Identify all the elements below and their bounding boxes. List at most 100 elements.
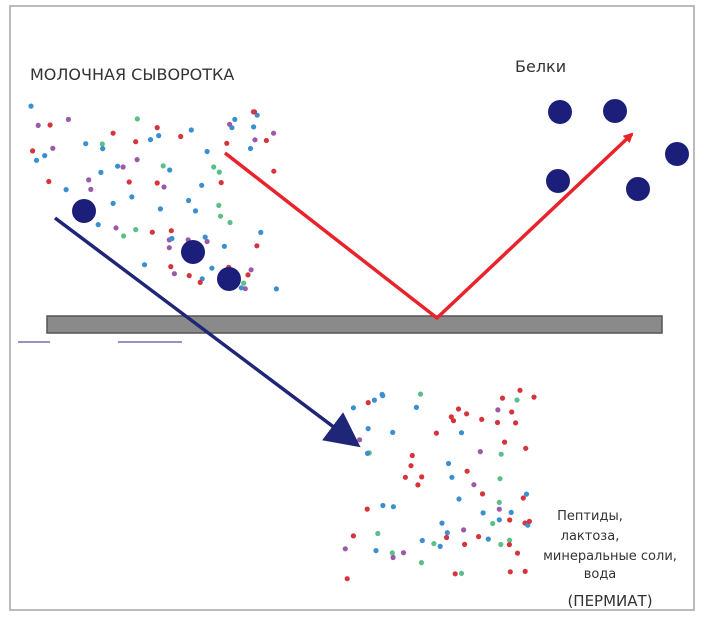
particle — [419, 474, 424, 479]
particle — [507, 517, 512, 522]
particle — [48, 122, 53, 127]
particle — [365, 451, 370, 456]
protein — [665, 142, 689, 166]
particle — [462, 542, 467, 547]
particle — [345, 576, 350, 581]
particle — [161, 184, 166, 189]
protein — [72, 199, 96, 223]
particle — [167, 245, 172, 250]
particle — [343, 546, 348, 551]
particle — [507, 542, 512, 547]
particle — [129, 194, 134, 199]
particle — [497, 507, 502, 512]
particle — [36, 123, 41, 128]
particle — [373, 548, 378, 553]
particle — [100, 146, 105, 151]
protein — [626, 177, 650, 201]
membrane — [47, 316, 662, 333]
particle — [438, 544, 443, 549]
particle — [380, 503, 385, 508]
particle — [459, 571, 464, 576]
diagram: МОЛОЧНАЯ СЫВОРОТКА Белки Пептиды, лактоз… — [0, 0, 705, 619]
particle — [514, 397, 519, 402]
particle — [420, 538, 425, 543]
particle — [249, 267, 254, 272]
particle — [50, 146, 55, 151]
particle — [252, 109, 257, 114]
protein — [181, 240, 205, 264]
particle — [135, 116, 140, 121]
particle — [391, 504, 396, 509]
particle — [271, 131, 276, 136]
particle — [251, 124, 256, 129]
particle — [155, 125, 160, 130]
particle — [30, 148, 35, 153]
particle — [169, 228, 174, 233]
particle — [480, 491, 485, 496]
particle — [523, 446, 528, 451]
particle — [366, 400, 371, 405]
particle — [434, 431, 439, 436]
particle — [497, 476, 502, 481]
particle — [193, 208, 198, 213]
particle — [86, 177, 91, 182]
particle — [100, 141, 105, 146]
particle — [499, 452, 504, 457]
particle — [96, 222, 101, 227]
particle — [495, 407, 500, 412]
particle — [478, 449, 483, 454]
particle — [390, 430, 395, 435]
particle — [517, 388, 522, 393]
particle — [216, 203, 221, 208]
particle — [453, 571, 458, 576]
particle — [168, 264, 173, 269]
particle — [375, 531, 380, 536]
particle — [239, 285, 244, 290]
proteins — [72, 99, 689, 291]
particle — [351, 405, 356, 410]
particle — [366, 426, 371, 431]
particle — [264, 138, 269, 143]
particle — [274, 286, 279, 291]
particle — [498, 542, 503, 547]
particle — [380, 392, 385, 397]
particle — [111, 131, 116, 136]
particles — [28, 104, 536, 582]
particle — [64, 187, 69, 192]
permeate-content: Пептиды, — [557, 509, 623, 524]
particle — [509, 409, 514, 414]
particle — [142, 262, 147, 267]
particle — [133, 227, 138, 232]
particle — [464, 411, 469, 416]
particle — [222, 244, 227, 249]
particle — [167, 167, 172, 172]
particle — [508, 569, 513, 574]
particle — [418, 392, 423, 397]
particle — [34, 158, 39, 163]
particle — [445, 530, 450, 535]
particle — [245, 272, 250, 277]
particle — [199, 183, 204, 188]
particle — [271, 169, 276, 174]
particle — [121, 233, 126, 238]
particle — [156, 133, 161, 138]
particle — [476, 534, 481, 539]
particle — [456, 496, 461, 501]
particle — [227, 122, 232, 127]
particle — [390, 550, 395, 555]
particle — [500, 396, 505, 401]
particle — [461, 527, 466, 532]
particle — [431, 541, 436, 546]
particle — [66, 117, 71, 122]
particle — [88, 187, 93, 192]
particle — [148, 137, 153, 142]
particle — [465, 469, 470, 474]
particle — [415, 482, 420, 487]
particle — [178, 134, 183, 139]
particle — [218, 214, 223, 219]
particle — [372, 398, 377, 403]
particle — [115, 164, 120, 169]
particle — [497, 517, 502, 522]
particle — [28, 104, 33, 109]
protein — [217, 267, 241, 291]
